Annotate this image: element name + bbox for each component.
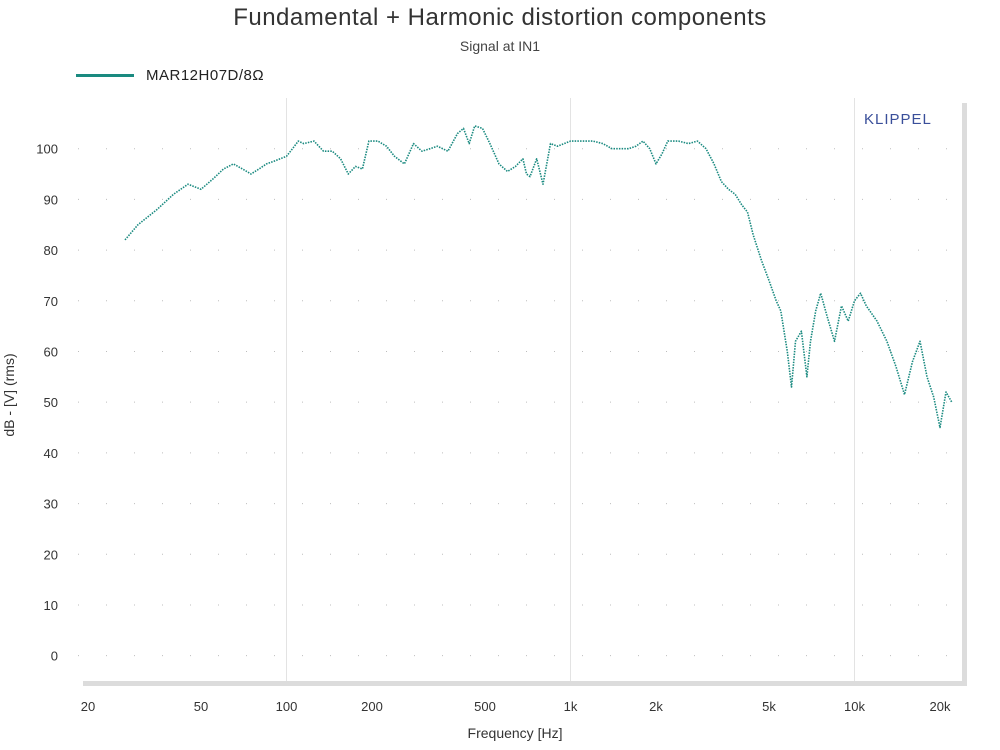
series-line <box>124 125 953 429</box>
y-tick-label: 60 <box>44 344 58 359</box>
y-tick-label: 50 <box>44 395 58 410</box>
y-tick-label: 100 <box>36 142 58 157</box>
x-tick-label: 2k <box>649 699 663 714</box>
y-tick-label: 10 <box>44 598 58 613</box>
x-tick-label: 50 <box>194 699 208 714</box>
legend-label: MAR12H07D/8Ω <box>146 66 265 84</box>
y-tick-label: 0 <box>51 649 58 664</box>
x-tick-label: 200 <box>361 699 383 714</box>
legend: MAR12H07D/8Ω <box>76 64 264 86</box>
chart-subtitle: Signal at IN1 <box>459 38 541 54</box>
x-tick-label: 5k <box>762 699 776 714</box>
y-tick-label: 90 <box>44 192 58 207</box>
y-tick-label: 40 <box>44 446 58 461</box>
y-tick-label: 80 <box>44 243 58 258</box>
y-tick-label: 20 <box>44 547 58 562</box>
plot-area <box>78 98 962 681</box>
klippel-watermark: KLIPPEL <box>864 111 932 128</box>
y-tick-label: 70 <box>44 294 58 309</box>
x-tick-label: 20k <box>930 699 951 714</box>
x-tick-label: 20 <box>81 699 95 714</box>
legend-swatch <box>76 73 134 77</box>
y-axis-label: dB - [V] (rms) <box>1 353 17 436</box>
x-tick-label: 100 <box>276 699 298 714</box>
y-tick-labels: 0 10 20 30 40 50 60 70 80 90 100 <box>36 142 58 664</box>
chart-title: Fundamental + Harmonic distortion compon… <box>233 4 767 31</box>
y-tick-label: 30 <box>44 497 58 512</box>
x-tick-labels: 20 50 100 200 500 1k 2k 5k 10k 20k <box>81 699 951 714</box>
x-tick-label: 10k <box>844 699 865 714</box>
grid <box>78 98 962 681</box>
x-tick-label: 1k <box>564 699 578 714</box>
x-tick-label: 500 <box>474 699 496 714</box>
x-axis-label: Frequency [Hz] <box>468 725 563 741</box>
series-group <box>124 125 953 429</box>
